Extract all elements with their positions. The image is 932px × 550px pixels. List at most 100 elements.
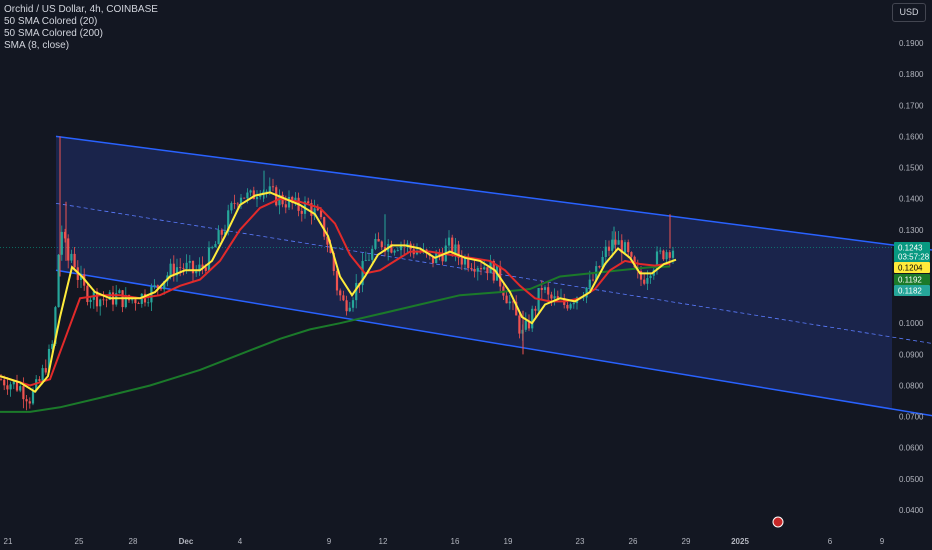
candle-body [287,196,291,208]
candle-body [371,248,374,260]
candle-body [35,379,38,391]
currency-button[interactable]: USD [892,3,926,22]
candle-body [431,255,435,264]
candle-body [588,279,591,288]
price-label-bg [894,242,930,262]
candle-body [460,257,463,265]
x-tick-label: 19 [504,537,513,546]
candle-body [63,231,67,239]
indicator-sma20-label[interactable]: 50 SMA Colored (20) [4,16,98,27]
candle-body [233,203,236,204]
candle-body [271,186,275,188]
candle-body [649,275,652,279]
candle-body [415,251,419,255]
candle-body [239,197,243,205]
candle-body [89,299,92,303]
candle-body [73,253,76,268]
candle-body [236,203,239,205]
y-tick-label: 0.1500 [899,164,924,173]
symbol-title[interactable]: Orchid / US Dollar, 4h, COINBASE [4,4,158,15]
y-tick-label: 0.0700 [899,413,924,422]
candle-body [214,244,217,248]
candle-body [201,264,204,268]
candle-body [131,299,134,301]
candle-body [47,348,51,373]
candle-body [380,241,383,248]
candle-body [668,252,671,258]
y-tick-label: 0.1600 [899,132,924,141]
candle-body [198,264,201,272]
x-tick-label: 25 [75,537,84,546]
x-tick-label: 21 [4,537,13,546]
candle-body [25,399,28,402]
price-label: 0.1192 [898,276,922,285]
y-tick-label: 0.1700 [899,101,924,110]
candle-body [41,368,44,381]
x-tick-label: 12 [379,537,388,546]
candle-body [591,279,595,281]
candle-body [643,279,646,284]
candle-body [265,191,268,193]
candle-body [185,262,188,269]
candle-body [447,237,451,246]
candle-body [323,217,326,237]
candle-body [473,269,476,272]
x-tick-label: 9 [880,537,885,546]
candle-body [470,268,473,270]
sma8-line [0,191,677,394]
candle-body [367,259,371,261]
candle-body [351,300,355,308]
candle-body [620,240,623,253]
candle-body [220,230,223,235]
candle-body [659,250,662,252]
candle-body [543,287,547,290]
x-tick-label: 2025 [731,537,749,546]
candle-body [399,244,403,251]
candle-body [54,307,57,344]
candle-body [22,386,25,400]
candle-body [406,243,409,246]
candle-body [182,267,185,269]
candle-body [179,267,182,268]
candle-body [195,271,198,274]
candle-body [515,301,518,316]
candle-body [614,239,617,245]
candle-body [319,210,323,218]
candle-body [99,299,102,307]
candle-body [451,237,454,254]
candle-body [348,307,351,312]
candle-body [569,304,572,309]
y-tick-label: 0.1000 [899,319,924,328]
candle-body [19,386,22,391]
candle-body [547,287,550,295]
channel-lower-line [55,269,932,417]
candle-body [518,315,521,334]
y-tick-label: 0.0400 [899,506,924,515]
candle-body [540,288,543,290]
candle-body [604,246,607,257]
candle-body [172,263,175,276]
candle-body [284,204,287,208]
candle-body [639,270,643,280]
candle-body [15,381,19,391]
x-tick-label: 23 [576,537,585,546]
candle-body [259,195,262,197]
candle-body [611,239,614,251]
y-tick-label: 0.1300 [899,226,924,235]
indicator-sma200-label[interactable]: 50 SMA Colored (200) [4,28,103,39]
candle-body [12,381,15,385]
candle-body [345,300,348,312]
candle-body [630,252,633,257]
candle-body [67,238,70,261]
indicator-sma8-label[interactable]: SMA (8, close) [4,40,70,51]
candle-body [457,244,460,258]
candle-body [582,297,585,299]
candle-body [9,384,12,390]
candle-body [175,267,179,276]
candle-body [355,283,358,301]
price-label-bg [894,285,930,296]
candle-body [44,368,47,373]
candle-body [364,260,367,261]
candle-body [479,268,483,270]
